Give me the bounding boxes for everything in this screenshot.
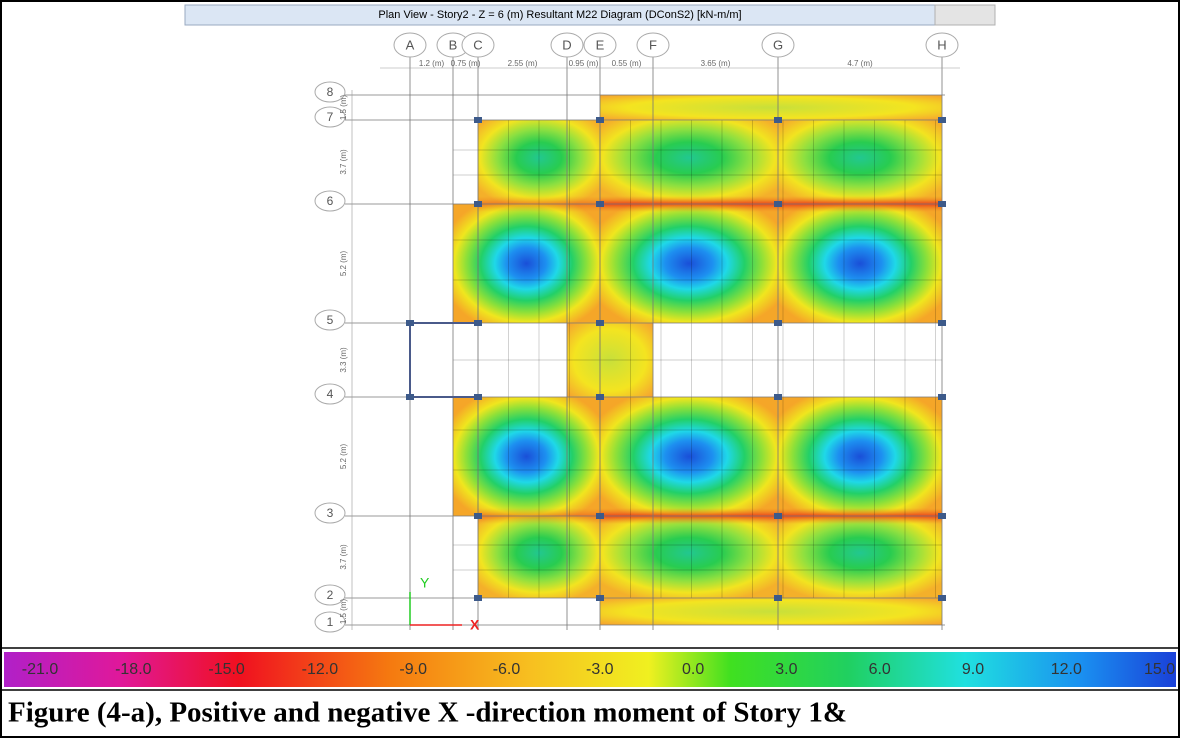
joint: [406, 320, 414, 326]
grid-label-y: 5: [327, 313, 334, 327]
grid-label-x: H: [937, 37, 946, 52]
y-spacing: 3.3 (m): [339, 347, 348, 373]
slab-panel: [778, 204, 942, 323]
joint: [596, 201, 604, 207]
joint: [774, 117, 782, 123]
slab-panel: [600, 204, 778, 323]
y-spacing: 5.2 (m): [339, 444, 348, 470]
y-spacing: 3.7 (m): [339, 544, 348, 570]
grid-label-x: A: [406, 37, 415, 52]
joint: [474, 320, 482, 326]
slab-panel: [778, 516, 942, 598]
slab-panel: [600, 397, 778, 516]
slab-panel: [778, 120, 942, 204]
joint: [596, 513, 604, 519]
joint: [938, 595, 946, 601]
joint: [774, 513, 782, 519]
joint: [474, 513, 482, 519]
joint: [406, 394, 414, 400]
grid-label-y: 2: [327, 588, 334, 602]
legend-label: -21.0: [22, 661, 59, 678]
page: Plan View - Story2 - Z = 6 (m) Resultant…: [0, 0, 1180, 738]
grid-label-x: C: [473, 37, 482, 52]
joint: [596, 595, 604, 601]
joint: [474, 595, 482, 601]
grid-label-y: 4: [327, 387, 334, 401]
joint: [938, 320, 946, 326]
slab-panel: [600, 95, 942, 120]
figure: Plan View - Story2 - Z = 6 (m) Resultant…: [0, 0, 1180, 738]
joint: [596, 320, 604, 326]
x-spacing: 3.65 (m): [701, 59, 731, 68]
joint: [938, 201, 946, 207]
joint: [938, 394, 946, 400]
joint: [774, 595, 782, 601]
legend-label: -9.0: [399, 661, 427, 678]
joint: [474, 201, 482, 207]
slab-panel: [600, 516, 778, 598]
legend-label: 3.0: [775, 661, 797, 678]
slab-panel: [453, 397, 600, 516]
legend-label: 12.0: [1051, 661, 1082, 678]
grid-label-y: 3: [327, 506, 334, 520]
grid-label-y: 7: [327, 110, 334, 124]
legend-label: -6.0: [493, 661, 521, 678]
y-spacing: 1.5 (m): [339, 95, 348, 121]
grid-label-y: 6: [327, 194, 334, 208]
joint: [596, 117, 604, 123]
axis-label-y: Y: [420, 575, 430, 591]
joint: [474, 394, 482, 400]
grid-label-x: D: [562, 37, 571, 52]
joint: [938, 513, 946, 519]
joint: [938, 117, 946, 123]
joint: [596, 394, 604, 400]
window-title: Plan View - Story2 - Z = 6 (m) Resultant…: [378, 9, 741, 21]
grid-label-y: 8: [327, 85, 334, 99]
legend-label: -12.0: [302, 661, 339, 678]
grid-label-x: B: [449, 37, 458, 52]
x-spacing: 0.75 (m): [451, 59, 481, 68]
slab-panel: [778, 397, 942, 516]
grid-label-x: E: [596, 37, 605, 52]
slab-panel: [600, 598, 942, 625]
slab-panel: [453, 204, 600, 323]
x-spacing: 1.2 (m): [419, 59, 445, 68]
joint: [774, 320, 782, 326]
axis-label-x: X: [470, 617, 480, 633]
legend-label: 6.0: [869, 661, 891, 678]
slab-panel: [600, 120, 778, 204]
legend-label: 15.0: [1144, 661, 1175, 678]
grid-label-x: G: [773, 37, 783, 52]
x-spacing: 4.7 (m): [847, 59, 873, 68]
y-spacing: 5.2 (m): [339, 251, 348, 277]
joint: [474, 117, 482, 123]
caption: Figure (4-a), Positive and negative X -d…: [8, 697, 847, 729]
x-spacing: 0.95 (m): [569, 59, 599, 68]
x-spacing: 0.55 (m): [612, 59, 642, 68]
legend-label: -3.0: [586, 661, 614, 678]
y-spacing: 1.5 (m): [339, 599, 348, 625]
y-spacing: 3.7 (m): [339, 149, 348, 175]
grid-label-y: 1: [327, 615, 334, 629]
legend-label: 0.0: [682, 661, 704, 678]
grid-label-x: F: [649, 37, 657, 52]
x-spacing: 2.55 (m): [508, 59, 538, 68]
joint: [774, 394, 782, 400]
legend-label: -18.0: [115, 661, 152, 678]
joint: [774, 201, 782, 207]
title-bar-gray: [935, 5, 995, 25]
legend-label: -15.0: [208, 661, 245, 678]
legend-label: 9.0: [962, 661, 984, 678]
